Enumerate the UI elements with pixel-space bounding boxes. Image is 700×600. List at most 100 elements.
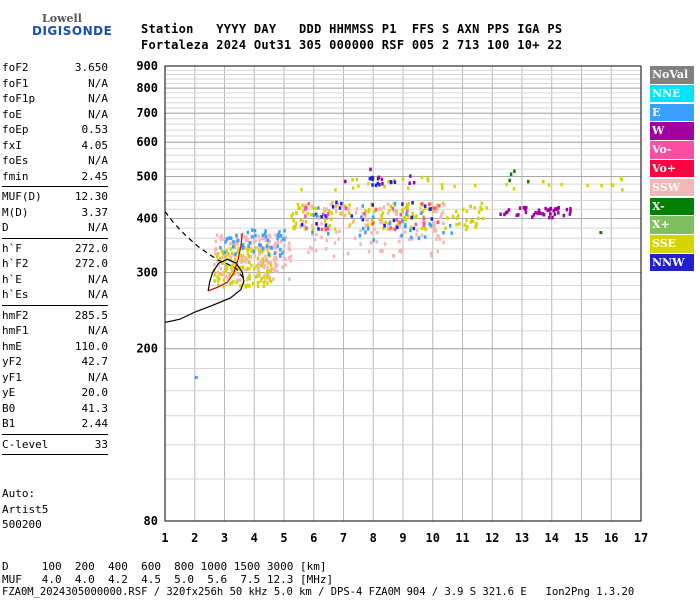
echo-point: [341, 210, 344, 215]
echo-point: [508, 178, 511, 183]
echo-point: [499, 212, 502, 217]
echo-point: [430, 254, 433, 258]
echo-point: [344, 204, 347, 209]
echo-point: [376, 181, 380, 186]
echo-point: [221, 271, 225, 275]
echo-point: [301, 203, 304, 208]
echo-point: [420, 175, 424, 180]
echo-point: [251, 281, 255, 286]
echo-point: [505, 182, 508, 187]
echo-point: [366, 218, 369, 223]
echo-point: [344, 179, 347, 184]
echo-point: [351, 178, 354, 182]
echo-point: [219, 235, 222, 240]
echo-point: [296, 202, 300, 207]
echo-point: [440, 212, 443, 217]
echo-point: [320, 235, 323, 240]
echo-point: [549, 212, 552, 216]
x-tick-label: 10: [426, 531, 440, 545]
echo-point: [378, 182, 381, 187]
echo-point: [225, 237, 229, 241]
echo-point: [439, 215, 443, 219]
echo-point: [241, 265, 245, 269]
echo-point: [213, 273, 217, 277]
echo-point: [246, 248, 249, 252]
echo-point: [401, 202, 404, 206]
legend-item-e: E: [650, 103, 694, 122]
echo-point: [347, 224, 351, 229]
echo-point: [262, 280, 266, 285]
echo-point: [216, 270, 219, 275]
echo-point: [307, 201, 310, 206]
y-tick-label: 900: [136, 59, 158, 73]
echo-point: [274, 233, 277, 237]
echo-point: [295, 221, 298, 226]
echo-point: [437, 203, 441, 208]
echo-point: [216, 275, 219, 279]
echo-point: [382, 205, 386, 209]
echo-point: [317, 216, 321, 221]
param-row: B0 41.3: [2, 401, 108, 417]
param-value: N/A: [88, 221, 108, 234]
echo-point: [538, 211, 542, 215]
echo-point: [284, 235, 288, 240]
echo-point: [228, 241, 232, 246]
echo-point: [420, 226, 424, 231]
param-value: 110.0: [74, 339, 108, 353]
echo-point: [429, 202, 432, 206]
echo-point: [424, 206, 427, 211]
echo-point: [367, 249, 371, 254]
echo-point: [274, 255, 278, 260]
echo-point: [429, 223, 433, 228]
echo-point: [541, 212, 544, 216]
echo-point: [463, 223, 466, 227]
echo-point: [379, 249, 382, 253]
echo-point: [404, 230, 407, 234]
echo-point: [264, 254, 267, 259]
param-value: 2.45: [81, 169, 109, 183]
echo-point: [266, 281, 269, 286]
echo-point: [277, 232, 280, 237]
echo-point: [310, 247, 314, 251]
echo-point: [410, 235, 413, 240]
echo-point: [448, 224, 452, 228]
echo-point: [289, 254, 293, 259]
param-label: MUF(D): [2, 190, 42, 203]
echo-point: [383, 223, 386, 228]
echo-point: [241, 242, 245, 247]
echo-point: [233, 257, 237, 261]
echo-point: [442, 240, 445, 245]
echo-point: [246, 230, 250, 235]
echo-point: [394, 212, 398, 216]
echo-point: [251, 228, 254, 232]
echo-point: [325, 207, 329, 211]
echo-point: [360, 215, 363, 220]
echo-point: [244, 255, 247, 260]
echo-point: [224, 240, 227, 244]
echo-point: [240, 233, 243, 238]
legend-item-sse: SSE: [650, 235, 694, 253]
echo-point: [547, 183, 551, 187]
echo-point: [289, 259, 292, 263]
echo-point: [308, 245, 312, 250]
echo-point: [295, 210, 298, 215]
echo-point: [417, 236, 421, 241]
echo-point: [231, 271, 235, 275]
echo-point: [290, 214, 293, 219]
echo-point: [432, 209, 435, 213]
echo-point: [619, 176, 623, 180]
echo-point: [253, 254, 257, 258]
x-tick-label: 12: [485, 531, 499, 545]
echo-point: [306, 211, 310, 216]
echo-point: [433, 224, 436, 228]
echo-point: [406, 209, 409, 214]
echo-point: [440, 183, 444, 187]
legend-item-ssw: SSW: [650, 178, 694, 197]
echo-point: [276, 270, 279, 274]
echo-point: [410, 215, 414, 220]
echo-point: [324, 223, 328, 228]
echo-point: [373, 210, 376, 214]
echo-point: [234, 240, 238, 244]
echo-point: [465, 218, 468, 223]
echo-point: [303, 204, 307, 208]
